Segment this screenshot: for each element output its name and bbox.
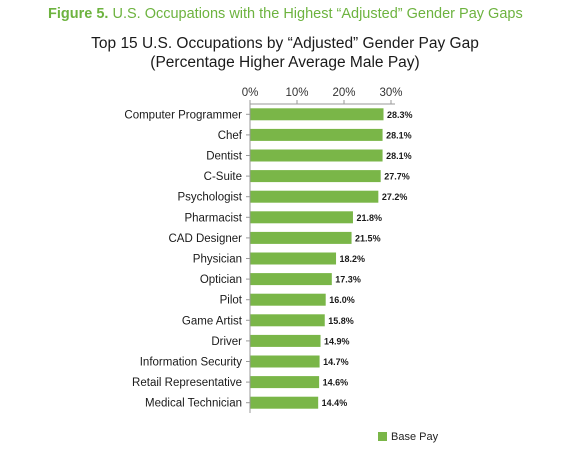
chart-subtitle: (Percentage Higher Average Male Pay) [150,54,420,71]
data-label: 16.0% [329,295,355,305]
legend-label: Base Pay [391,431,439,443]
category-label: Game Artist [182,315,243,327]
x-tick-label: 30% [379,87,402,99]
category-label: Psychologist [177,192,242,204]
category-label: Retail Representative [132,377,242,389]
bar [250,293,326,306]
category-label: Chef [218,130,243,142]
data-label: 14.9% [324,336,350,346]
data-label: 14.7% [323,357,349,367]
figure-caption: Figure 5. U.S. Occupations with the High… [48,6,523,22]
data-label: 15.8% [328,316,354,326]
data-label: 21.5% [355,233,381,243]
x-tick-label: 20% [332,87,355,99]
category-label: Medical Technician [145,398,242,410]
category-label: Pilot [220,295,243,307]
category-label: C-Suite [204,171,242,183]
bar [250,149,383,162]
bar [250,211,353,224]
legend-swatch [378,432,387,441]
chart-legend: Base Pay [378,431,438,443]
bar [250,108,384,121]
bar [250,355,320,368]
category-label: Optician [200,274,242,286]
bar [250,273,332,286]
bar [250,376,320,389]
category-label: Pharmacist [184,212,242,224]
bar [250,170,381,183]
data-label: 28.3% [387,110,413,120]
bar [250,314,325,327]
bar [250,231,352,244]
figure-number: Figure 5. [48,6,109,22]
x-tick-label: 10% [285,87,308,99]
bar [250,252,337,265]
data-label: 17.3% [335,275,361,285]
data-label: 28.1% [386,130,412,140]
data-label: 14.6% [323,378,349,388]
data-label: 28.1% [386,151,412,161]
category-label: Driver [211,336,242,348]
bar [250,334,321,347]
category-label: CAD Designer [169,233,243,245]
bar [250,128,383,141]
figure-caption-text: U.S. Occupations with the Highest “Adjus… [112,6,523,22]
category-label: Information Security [140,357,243,369]
data-label: 18.2% [340,254,366,264]
data-label: 27.7% [384,172,410,182]
category-label: Dentist [206,151,243,163]
bar [250,190,379,203]
category-label: Physician [193,254,242,266]
x-tick-label: 0% [242,87,259,99]
data-label: 27.2% [382,192,408,202]
category-label: Computer Programmer [124,109,242,121]
data-label: 14.4% [322,398,348,408]
bar [250,396,319,409]
chart-title: Top 15 U.S. Occupations by “Adjusted” Ge… [91,35,479,52]
data-label: 21.8% [356,213,382,223]
